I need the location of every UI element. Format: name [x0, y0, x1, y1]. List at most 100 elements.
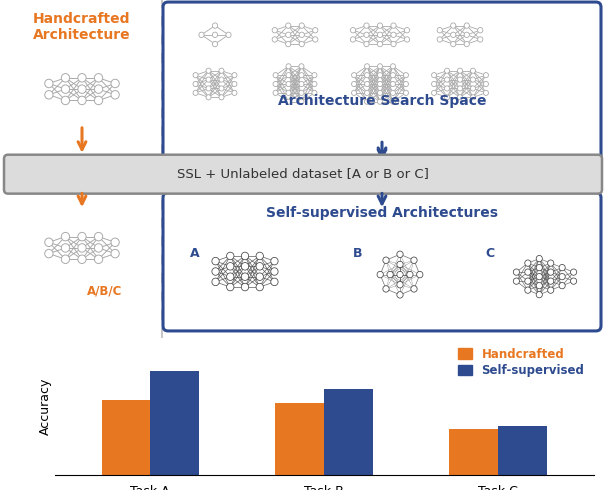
- Circle shape: [484, 81, 488, 87]
- Circle shape: [312, 90, 317, 96]
- FancyBboxPatch shape: [4, 155, 602, 194]
- Circle shape: [95, 85, 102, 94]
- Circle shape: [391, 23, 396, 28]
- Circle shape: [364, 41, 369, 47]
- Circle shape: [478, 27, 483, 33]
- Circle shape: [391, 32, 396, 38]
- Circle shape: [458, 95, 462, 100]
- Circle shape: [470, 86, 476, 91]
- Circle shape: [536, 265, 542, 271]
- Circle shape: [570, 278, 577, 284]
- Circle shape: [378, 90, 382, 96]
- Circle shape: [431, 73, 436, 78]
- Circle shape: [312, 73, 317, 78]
- Circle shape: [227, 283, 234, 291]
- Circle shape: [464, 41, 470, 47]
- Circle shape: [390, 73, 396, 78]
- Circle shape: [299, 23, 304, 28]
- Circle shape: [78, 244, 86, 252]
- Circle shape: [364, 23, 369, 28]
- Circle shape: [365, 99, 370, 104]
- Circle shape: [78, 232, 86, 241]
- Circle shape: [383, 257, 389, 264]
- Circle shape: [272, 37, 278, 42]
- Circle shape: [404, 90, 408, 96]
- Circle shape: [226, 32, 231, 38]
- Circle shape: [464, 32, 470, 38]
- Circle shape: [241, 263, 248, 270]
- Circle shape: [286, 64, 291, 69]
- Circle shape: [256, 273, 264, 280]
- Circle shape: [78, 85, 86, 94]
- Text: A/B/C: A/B/C: [87, 285, 122, 297]
- Circle shape: [271, 268, 278, 275]
- Circle shape: [378, 73, 382, 78]
- Circle shape: [273, 90, 278, 96]
- Circle shape: [286, 81, 291, 87]
- Circle shape: [45, 79, 53, 88]
- Circle shape: [206, 77, 211, 82]
- Circle shape: [536, 292, 542, 298]
- Circle shape: [241, 252, 248, 260]
- Circle shape: [536, 283, 542, 289]
- FancyBboxPatch shape: [163, 2, 601, 164]
- Circle shape: [470, 95, 476, 100]
- Circle shape: [451, 32, 456, 38]
- Circle shape: [285, 41, 291, 47]
- Circle shape: [445, 77, 450, 82]
- Circle shape: [513, 269, 519, 275]
- Circle shape: [484, 73, 488, 78]
- Legend: Handcrafted, Self-supervised: Handcrafted, Self-supervised: [454, 344, 588, 381]
- Circle shape: [193, 73, 198, 78]
- Circle shape: [285, 23, 291, 28]
- Circle shape: [95, 255, 102, 264]
- Circle shape: [78, 96, 86, 105]
- Circle shape: [559, 273, 565, 280]
- Circle shape: [548, 287, 554, 294]
- Text: Self-supervised Architectures: Self-supervised Architectures: [266, 206, 498, 220]
- Circle shape: [390, 81, 396, 87]
- Circle shape: [273, 73, 278, 78]
- Circle shape: [61, 96, 70, 105]
- Circle shape: [378, 99, 382, 104]
- Circle shape: [219, 95, 224, 100]
- Circle shape: [464, 23, 470, 28]
- Circle shape: [199, 32, 204, 38]
- Circle shape: [111, 238, 119, 246]
- Circle shape: [559, 265, 565, 271]
- Circle shape: [111, 79, 119, 88]
- Circle shape: [61, 74, 70, 82]
- Circle shape: [478, 37, 483, 42]
- Circle shape: [313, 27, 318, 33]
- Bar: [324, 389, 373, 475]
- Circle shape: [559, 283, 565, 289]
- Circle shape: [61, 255, 70, 264]
- Circle shape: [470, 68, 476, 73]
- Circle shape: [286, 99, 291, 104]
- Circle shape: [525, 260, 531, 266]
- Circle shape: [525, 269, 531, 275]
- Circle shape: [193, 81, 198, 87]
- Circle shape: [404, 73, 408, 78]
- Circle shape: [548, 269, 554, 275]
- Circle shape: [227, 273, 234, 280]
- Circle shape: [78, 74, 86, 82]
- Circle shape: [397, 292, 403, 298]
- Circle shape: [445, 68, 450, 73]
- Circle shape: [45, 91, 53, 99]
- Circle shape: [383, 286, 389, 292]
- Circle shape: [271, 278, 278, 286]
- Circle shape: [299, 99, 304, 104]
- Circle shape: [285, 32, 291, 38]
- Circle shape: [219, 86, 224, 91]
- Text: C: C: [485, 246, 494, 260]
- Circle shape: [232, 81, 237, 87]
- Circle shape: [212, 41, 218, 47]
- Circle shape: [351, 81, 356, 87]
- Text: B: B: [353, 246, 363, 260]
- Circle shape: [378, 41, 382, 47]
- Circle shape: [365, 90, 370, 96]
- Circle shape: [212, 268, 219, 275]
- Circle shape: [458, 86, 462, 91]
- Circle shape: [241, 283, 248, 291]
